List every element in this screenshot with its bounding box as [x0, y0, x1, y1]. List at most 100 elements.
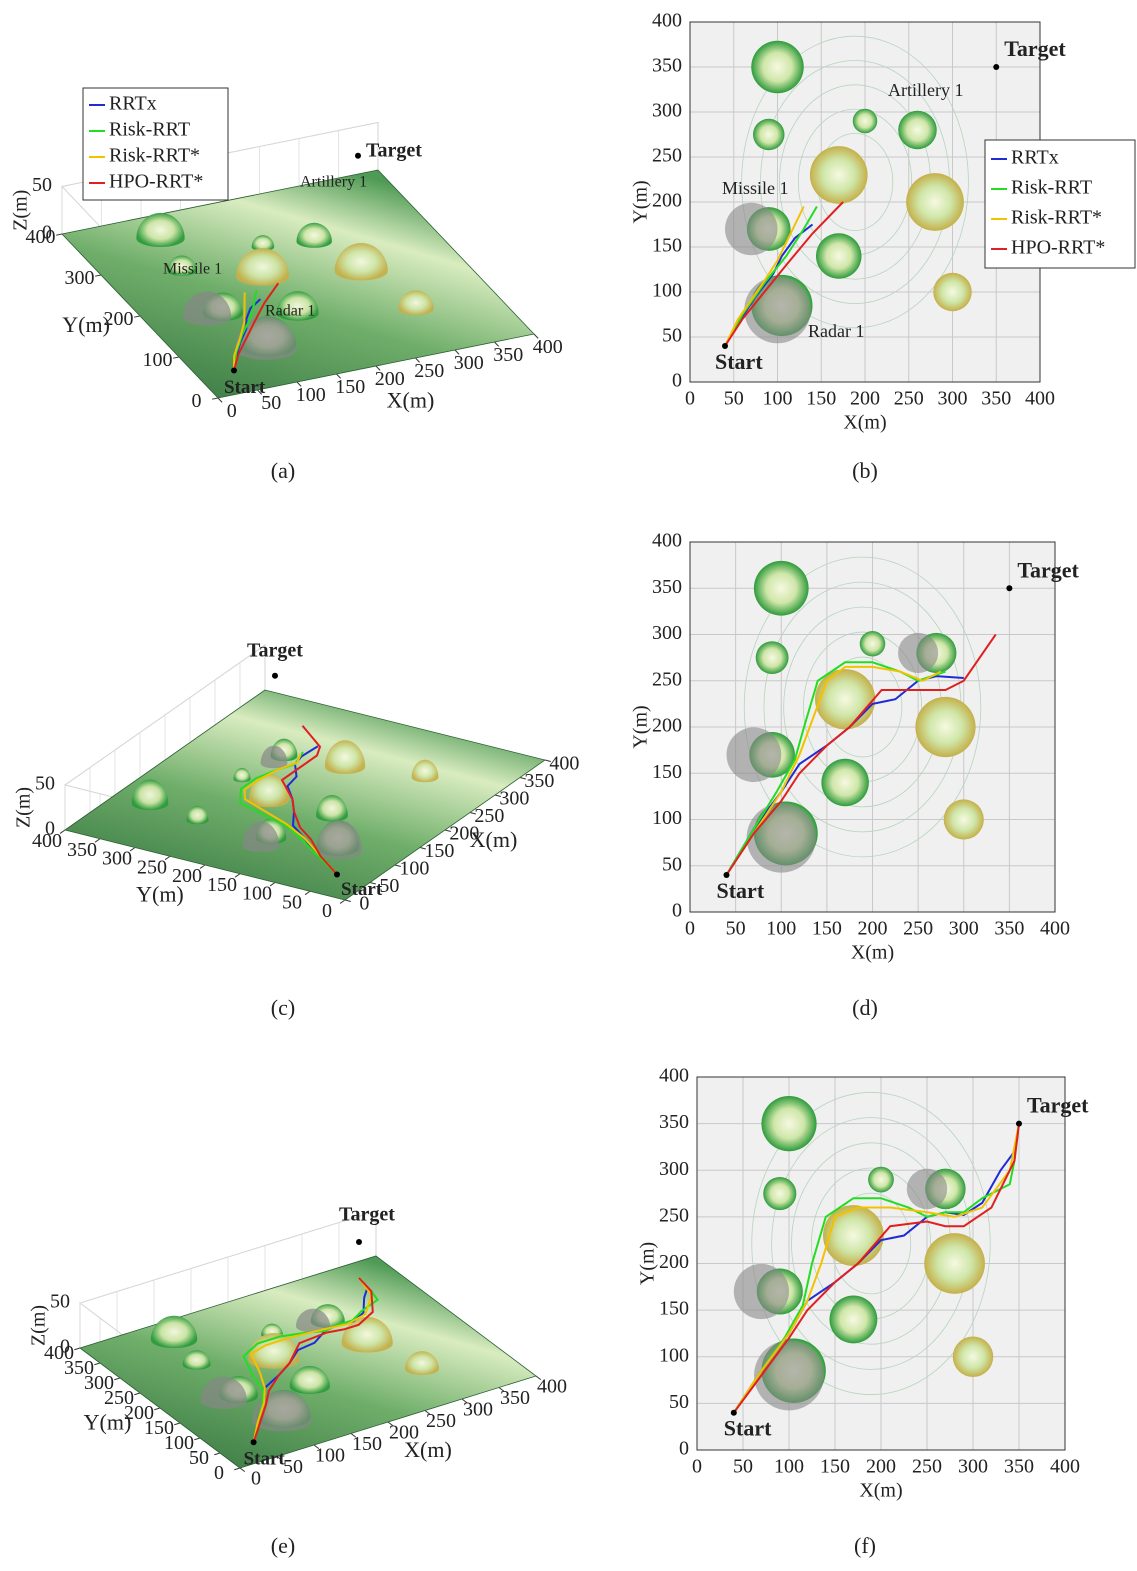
- y-tick-label: 300: [102, 848, 132, 870]
- threat: [734, 1264, 789, 1319]
- threat: [915, 697, 975, 757]
- y-tick-label: 200: [659, 1251, 689, 1273]
- x-tick-label: 0: [692, 1456, 702, 1478]
- threat: [898, 111, 937, 150]
- x-tick-label: 150: [335, 376, 365, 398]
- z-axis-label: Z(m): [10, 190, 32, 231]
- x-axis-label: X(m): [843, 412, 886, 434]
- threat: [754, 1340, 824, 1410]
- y-tick-label: 350: [652, 55, 682, 77]
- threat: [944, 799, 984, 839]
- threat: [907, 1169, 947, 1209]
- tick-mark: [95, 275, 101, 276]
- x-tick-label: 0: [251, 1468, 261, 1490]
- x-tick-label: 350: [493, 344, 523, 366]
- y-tick-label: 100: [652, 280, 682, 302]
- x-tick-label: 150: [806, 388, 836, 410]
- point-label: Start: [341, 879, 383, 900]
- y-tick-label: 250: [659, 1204, 689, 1226]
- threat: [924, 1233, 985, 1294]
- caption: (e): [271, 1533, 295, 1558]
- y-tick-label: 150: [207, 874, 237, 896]
- y-tick-label: 0: [672, 370, 682, 392]
- y-axis-label: Y(m): [136, 882, 184, 907]
- x-tick-label: 0: [685, 918, 695, 940]
- x-tick-label: 100: [774, 1456, 804, 1478]
- x-tick-label: 150: [820, 1456, 850, 1478]
- y-tick-label: 150: [659, 1298, 689, 1320]
- x-tick-label: 100: [315, 1445, 345, 1467]
- tick-mark: [212, 398, 218, 399]
- point-label: Target: [366, 139, 422, 161]
- x-tick-label: 250: [894, 388, 924, 410]
- annotation: Missile 1: [163, 261, 222, 278]
- tick-mark: [340, 900, 345, 903]
- y-axis-label: Y(m): [630, 705, 652, 748]
- x-tick-label: 250: [903, 918, 933, 940]
- y-tick-label: 300: [652, 622, 682, 644]
- threat: [906, 173, 964, 231]
- y-tick-label: 50: [282, 891, 302, 913]
- caption: (f): [854, 1533, 876, 1558]
- point-marker: [231, 367, 237, 373]
- x-tick-label: 350: [981, 388, 1011, 410]
- y-tick-label: 0: [214, 1462, 224, 1484]
- legend-label: RRTx: [109, 93, 157, 115]
- tick-mark: [56, 234, 62, 235]
- x-tick-label: 150: [352, 1433, 382, 1455]
- y-tick-label: 300: [652, 100, 682, 122]
- x-tick-label: 100: [766, 918, 796, 940]
- annotation: Missile 1: [722, 178, 789, 198]
- y-tick-label: 350: [659, 1111, 689, 1133]
- threat: [744, 277, 811, 344]
- y-tick-label: 0: [679, 1438, 689, 1460]
- legend-label: RRTx: [1011, 147, 1059, 169]
- threat: [725, 203, 778, 256]
- y-tick-label: 400: [652, 530, 682, 552]
- y-axis-label: Y(m): [62, 312, 110, 337]
- x-tick-label: 250: [414, 360, 444, 382]
- x-tick-label: 200: [850, 388, 880, 410]
- point-label: Start: [724, 1416, 772, 1441]
- threat: [754, 561, 809, 616]
- x-tick-label: 100: [296, 384, 326, 406]
- y-tick-label: 50: [662, 853, 682, 875]
- y-tick-label: 400: [652, 10, 682, 32]
- tick-mark: [94, 1363, 100, 1365]
- tick-mark: [134, 316, 140, 317]
- legend-label: Risk-RRT*: [1011, 207, 1102, 229]
- z-axis-label: Z(m): [13, 787, 35, 828]
- point-marker: [251, 1439, 257, 1445]
- y-tick-label: 250: [137, 856, 167, 878]
- z-tick-label: 0: [60, 1336, 70, 1358]
- y-tick-label: 0: [191, 390, 201, 412]
- point-label: Target: [1004, 36, 1066, 61]
- tick-mark: [134, 1393, 140, 1395]
- x-tick-label: 300: [958, 1456, 988, 1478]
- point-label: Start: [715, 349, 763, 374]
- threat: [761, 1096, 816, 1151]
- y-tick-label: 350: [67, 839, 97, 861]
- z-axis-label: Z(m): [28, 1305, 50, 1346]
- legend-label: HPO-RRT*: [109, 171, 203, 193]
- threat: [747, 803, 816, 872]
- threat: [853, 109, 878, 134]
- y-tick-label: 250: [652, 145, 682, 167]
- x-tick-label: 400: [537, 1376, 567, 1398]
- threat: [727, 727, 782, 782]
- point-label: Target: [1027, 1093, 1089, 1118]
- x-tick-label: 50: [283, 1456, 303, 1478]
- legend-label: HPO-RRT*: [1011, 237, 1105, 259]
- threat: [756, 641, 789, 674]
- y-tick-label: 0: [322, 900, 332, 922]
- x-tick-label: 100: [763, 388, 793, 410]
- y-axis-label: Y(m): [630, 180, 652, 223]
- threat: [816, 233, 862, 279]
- point-label: Start: [717, 878, 765, 903]
- z-tick-label: 50: [32, 174, 52, 196]
- y-tick-label: 50: [669, 1391, 689, 1413]
- threat: [933, 273, 972, 312]
- y-tick-label: 0: [672, 900, 682, 922]
- legend-label: Risk-RRT: [1011, 177, 1092, 199]
- point-marker: [993, 64, 999, 70]
